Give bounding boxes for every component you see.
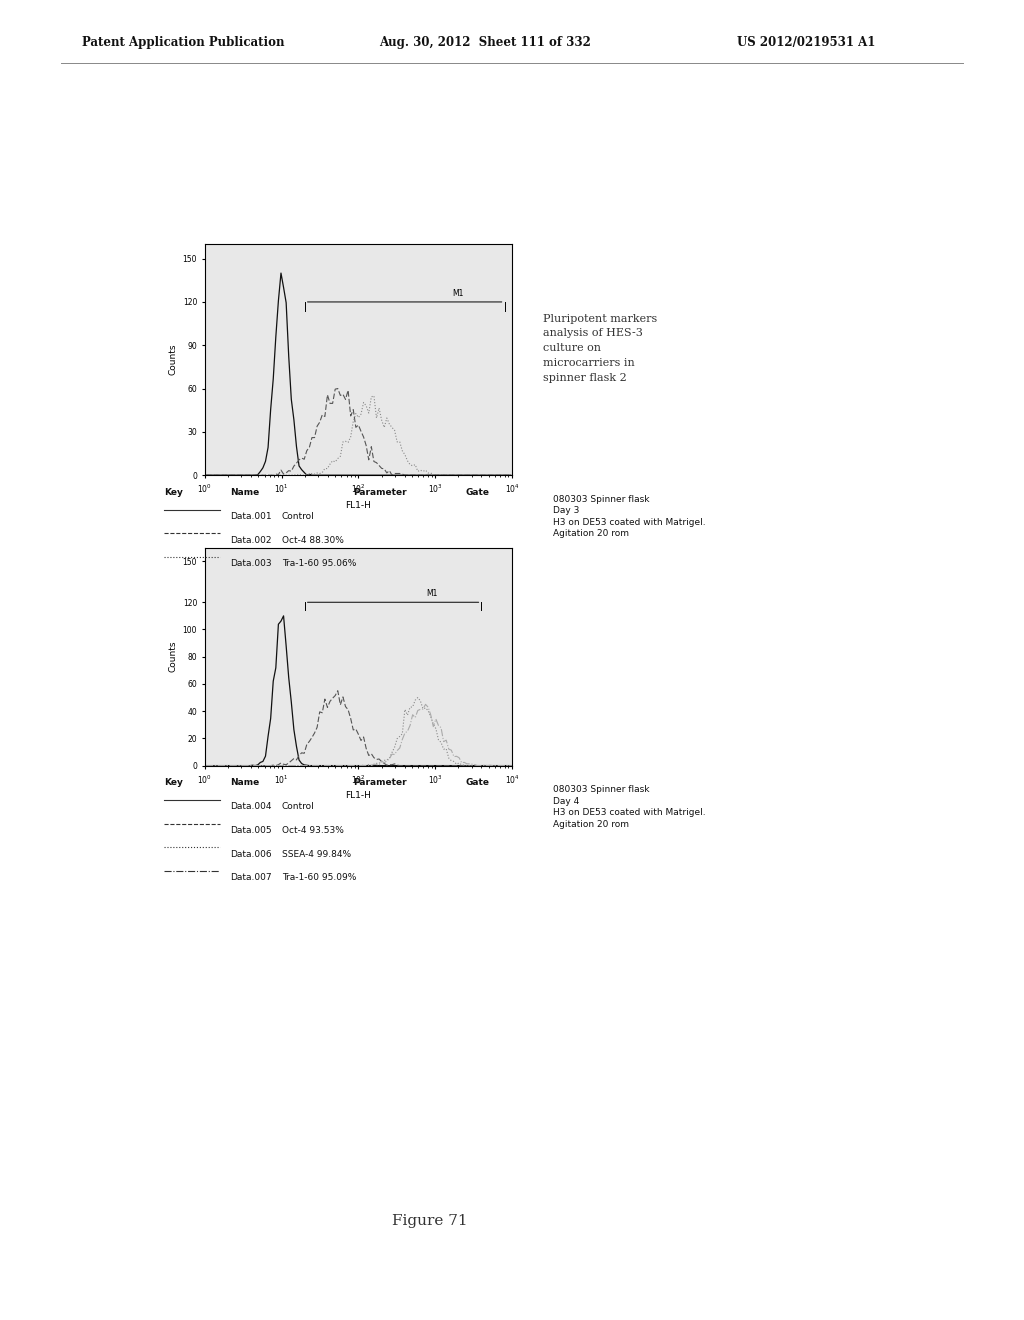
Text: Parameter: Parameter [353,779,407,788]
X-axis label: FL1-H: FL1-H [345,500,372,510]
X-axis label: FL1-H: FL1-H [345,791,372,800]
Text: Data.002: Data.002 [230,536,272,545]
Text: Tra-1-60 95.06%: Tra-1-60 95.06% [282,560,356,569]
Text: Gate: Gate [466,488,489,498]
Text: Oct-4 88.30%: Oct-4 88.30% [282,536,343,545]
Text: Pluripotent markers
analysis of HES-3
culture on
microcarriers in
spinner flask : Pluripotent markers analysis of HES-3 cu… [543,314,657,383]
Text: Key: Key [164,488,182,498]
Y-axis label: Counts: Counts [168,642,177,672]
Text: Parameter: Parameter [353,488,407,498]
Text: Control: Control [282,803,314,812]
Text: Name: Name [230,779,260,788]
Text: Data.007: Data.007 [230,874,272,883]
Text: Figure 71: Figure 71 [392,1214,468,1228]
Text: Aug. 30, 2012  Sheet 111 of 332: Aug. 30, 2012 Sheet 111 of 332 [379,36,591,49]
Y-axis label: Counts: Counts [168,345,177,375]
Text: 080303 Spinner flask
Day 3
H3 on DE53 coated with Matrigel.
Agitation 20 rom: 080303 Spinner flask Day 3 H3 on DE53 co… [553,495,706,539]
Text: Key: Key [164,779,182,788]
Text: Name: Name [230,488,260,498]
Text: Control: Control [282,512,314,521]
Text: 080303 Spinner flask
Day 4
H3 on DE53 coated with Matrigel.
Agitation 20 rom: 080303 Spinner flask Day 4 H3 on DE53 co… [553,785,706,829]
Text: Tra-1-60 95.09%: Tra-1-60 95.09% [282,874,356,883]
Text: Data.006: Data.006 [230,850,272,859]
Text: Data.003: Data.003 [230,560,272,569]
Text: Patent Application Publication: Patent Application Publication [82,36,285,49]
Text: Data.001: Data.001 [230,512,272,521]
Text: SSEA-4 99.84%: SSEA-4 99.84% [282,850,351,859]
Text: Oct-4 93.53%: Oct-4 93.53% [282,826,343,836]
Text: US 2012/0219531 A1: US 2012/0219531 A1 [737,36,876,49]
Text: M1: M1 [453,289,464,297]
Text: Data.005: Data.005 [230,826,272,836]
Text: Data.004: Data.004 [230,803,272,812]
Text: Gate: Gate [466,779,489,788]
Text: M1: M1 [426,589,437,598]
